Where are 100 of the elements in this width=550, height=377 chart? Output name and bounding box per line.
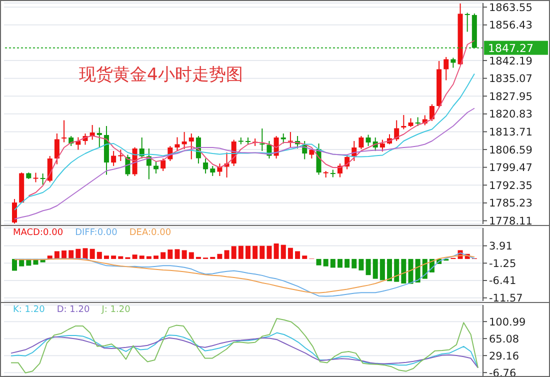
text: 现货黄金4小时走势图: [79, 64, 243, 86]
candlestick: [54, 133, 60, 165]
candlestick: [118, 149, 124, 162]
candlestick: [174, 136, 180, 152]
text: DEA:0.00: [129, 228, 172, 238]
bar: [302, 256, 308, 259]
bar: [96, 252, 102, 259]
y-tick-label: 1820.83: [489, 108, 532, 121]
y-tick-label: 1863.55: [489, 2, 532, 14]
bar: [224, 250, 230, 259]
candlestick: [96, 127, 102, 148]
bar: [394, 258, 400, 282]
y-tick-label: 1785.23: [489, 198, 532, 210]
y-tick-label: 1799.47: [489, 162, 532, 174]
candlestick: [139, 137, 144, 159]
bar: [337, 258, 342, 268]
bar: [154, 256, 159, 259]
candlestick: [182, 132, 187, 150]
candlestick: [280, 133, 286, 144]
bar: [111, 256, 116, 259]
text: K: 1.20: [13, 305, 45, 315]
candlestick: [260, 128, 265, 152]
candlestick: [210, 166, 216, 176]
bar: [330, 258, 336, 268]
bar: [252, 246, 258, 259]
candlestick: [394, 120, 400, 142]
y-tick-label: 1842.19: [489, 55, 532, 68]
bar: [168, 250, 173, 259]
candlestick: [309, 148, 314, 159]
bar: [246, 246, 250, 259]
y-tick-label: 3.91: [489, 240, 512, 253]
bar: [238, 246, 244, 259]
bar: [139, 256, 144, 259]
y-tick-label: 100.99: [489, 316, 526, 328]
bar: [231, 246, 236, 259]
bar: [295, 251, 300, 259]
bar: [104, 256, 109, 259]
bar: [182, 250, 187, 259]
text: DIFF:0.00: [75, 228, 118, 238]
candlestick: [33, 172, 38, 183]
y-tick-label: 65.08: [489, 333, 520, 346]
bar: [260, 246, 265, 259]
candlestick: [203, 158, 208, 174]
y-tick-label: -11.57: [489, 292, 523, 305]
bar: [352, 258, 357, 268]
y-tick-label: -6.41: [489, 275, 516, 288]
candlestick: [429, 104, 434, 122]
y-tick-label: 1827.95: [489, 90, 532, 103]
bar: [132, 254, 138, 259]
candlestick: [160, 158, 166, 172]
y-tick-label: 29.16: [489, 350, 520, 362]
candlestick: [401, 114, 406, 130]
bar: [288, 248, 293, 259]
bar: [280, 244, 286, 259]
bar: [90, 248, 95, 259]
bar: [146, 256, 152, 259]
candlestick: [288, 132, 293, 148]
candlestick: [380, 139, 385, 152]
bar: [372, 258, 378, 279]
bar: [266, 246, 272, 259]
candlestick: [366, 134, 371, 146]
bar: [415, 258, 420, 282]
y-tick-label: -1.25: [489, 258, 516, 270]
bar: [160, 252, 166, 259]
candlestick: [40, 173, 46, 186]
y-tick-label: 1792.35: [489, 180, 532, 192]
text: D: 1.20: [56, 305, 90, 315]
candlestick: [188, 133, 194, 160]
bar: [387, 258, 392, 282]
y-tick-label: 1813.71: [489, 126, 532, 138]
y-tick-label: 1778.11: [489, 215, 532, 228]
candlestick: [154, 160, 159, 174]
bar: [188, 252, 194, 259]
bar: [358, 258, 364, 270]
bar: [366, 258, 371, 276]
bar: [12, 258, 17, 271]
candlestick: [464, 12, 470, 32]
text: J: 1.20: [102, 305, 130, 315]
line-series: [10, 318, 478, 374]
bar: [408, 258, 414, 284]
candlestick: [111, 150, 116, 166]
candlestick: [450, 57, 456, 68]
candlestick: [76, 136, 81, 150]
bar: [344, 258, 350, 268]
candlestick: [444, 56, 449, 81]
bar: [380, 258, 385, 280]
y-tick-label: 1835.07: [489, 73, 532, 86]
bar: [401, 258, 406, 284]
candlestick: [217, 163, 222, 176]
candlestick: [358, 136, 364, 150]
candlestick: [62, 120, 67, 143]
bar: [274, 243, 279, 259]
bar: [323, 258, 328, 266]
series-label: MACD:0.00: [13, 228, 64, 238]
line-series: [28, 40, 475, 196]
ref-line-label: 1847.27: [488, 42, 534, 55]
y-tick-label: 1806.59: [489, 144, 532, 156]
bar: [82, 248, 88, 259]
bar: [174, 249, 180, 259]
bar: [118, 256, 124, 259]
